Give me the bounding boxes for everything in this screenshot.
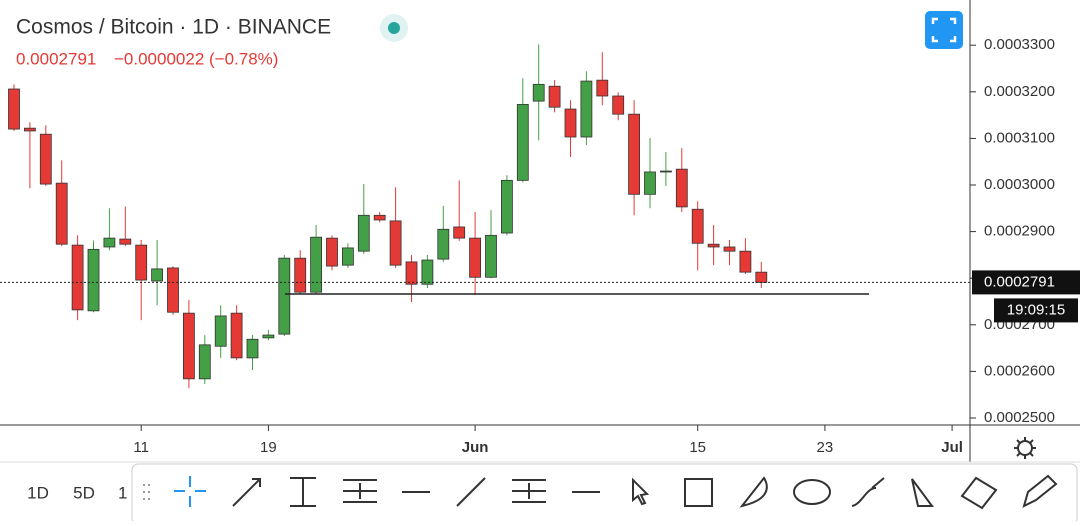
- candle-body: [564, 108, 577, 138]
- price-range-tool[interactable]: [290, 477, 316, 507]
- path-tool[interactable]: [911, 478, 934, 507]
- candle-body: [294, 257, 307, 293]
- drag-handle: [143, 484, 150, 500]
- candle-body: [532, 83, 545, 102]
- candle-body: [71, 244, 84, 311]
- brush-tool[interactable]: [851, 477, 885, 507]
- candle-body: [278, 257, 291, 335]
- triangle-tool[interactable]: [739, 476, 768, 508]
- candle-body: [23, 127, 36, 132]
- x-tick-label: 11: [133, 439, 149, 456]
- last-price: 0.0002791: [16, 49, 96, 68]
- trend-line-tool[interactable]: [456, 477, 486, 507]
- candle-body: [135, 244, 148, 281]
- candle-body: [516, 103, 529, 181]
- y-tick-label: 0.0003300: [984, 36, 1055, 53]
- candle-body: [739, 250, 752, 273]
- fullscreen-button[interactable]: [925, 11, 963, 49]
- symbol-title: Cosmos / Bitcoin · 1D · BINANCE: [16, 16, 331, 39]
- x-tick-label: 15: [689, 439, 706, 456]
- candle-body: [485, 234, 497, 278]
- interval-button[interactable]: 5D: [73, 483, 95, 502]
- cursor-tool[interactable]: [632, 477, 650, 506]
- candle-body: [580, 80, 593, 138]
- countdown: 19:09:15: [1007, 301, 1065, 318]
- candle-body: [87, 248, 100, 312]
- candle-body: [8, 88, 20, 130]
- interval-button[interactable]: 1: [118, 483, 127, 502]
- arrow-tool[interactable]: [232, 478, 261, 507]
- candle-body: [214, 315, 227, 347]
- x-tick-label: 19: [260, 439, 277, 456]
- candle-body: [723, 246, 736, 252]
- candle-body: [310, 236, 323, 293]
- price-change: −0.0000022 (−0.78%): [114, 49, 278, 68]
- y-tick-label: 0.0003100: [984, 129, 1055, 146]
- price-label: 0.0002791: [984, 273, 1055, 290]
- candle-body: [230, 312, 243, 359]
- candle-body: [151, 268, 164, 282]
- candle-body: [198, 344, 211, 380]
- candle-body: [596, 79, 609, 97]
- candle-body: [612, 95, 625, 115]
- candle-body: [548, 85, 561, 108]
- candle-body: [421, 259, 434, 285]
- drawing-toolbar: [131, 463, 1078, 525]
- candle-body: [500, 179, 513, 234]
- candle-body: [675, 168, 688, 208]
- candle-body: [103, 237, 116, 248]
- y-tick-label: 0.0003000: [984, 176, 1055, 193]
- y-tick-label: 0.0003200: [984, 83, 1055, 100]
- candle-body: [357, 214, 370, 252]
- settings-button[interactable]: [1014, 437, 1036, 459]
- fib-tool[interactable]: [343, 479, 377, 503]
- x-tick-label: Jun: [462, 439, 489, 456]
- countdown-bg: [994, 298, 1078, 323]
- price-labels: 0.0002791 19:09:15: [972, 270, 1080, 323]
- candle-body: [55, 182, 68, 245]
- pitchfork-tool[interactable]: [512, 479, 546, 503]
- candle-body: [119, 238, 132, 245]
- candle-body: [755, 271, 768, 283]
- pen-tool[interactable]: [1022, 474, 1058, 508]
- plot: 0.00025000.00026000.00027000.00028000.00…: [0, 36, 1055, 456]
- interval-button[interactable]: 1D: [27, 483, 49, 502]
- candle-body: [341, 247, 354, 266]
- candle-body: [326, 237, 338, 267]
- candle-body: [691, 208, 704, 244]
- candle-body: [262, 334, 275, 339]
- price-label-bg: [972, 270, 1080, 295]
- ellipse-tool[interactable]: [793, 479, 831, 505]
- candle-body: [389, 220, 402, 266]
- candle-body: [469, 237, 482, 278]
- candle-body: [453, 226, 466, 239]
- candle-body: [644, 171, 656, 195]
- gear-teeth[interactable]: [1014, 437, 1036, 459]
- candle-body: [373, 214, 386, 221]
- toolbar-panel: [131, 463, 1078, 525]
- candle-body: [660, 170, 672, 173]
- rectangle-tool[interactable]: [684, 478, 713, 507]
- candle-body: [628, 113, 640, 195]
- y-tick-label: 0.0002900: [984, 223, 1055, 240]
- candle-body: [167, 267, 179, 313]
- x-tick-label: 23: [817, 439, 834, 456]
- candle-body: [182, 312, 195, 380]
- y-tick-label: 0.0002600: [984, 362, 1055, 379]
- status-dot: [388, 22, 400, 34]
- candle-body: [246, 338, 259, 359]
- fullscreen-bg[interactable]: [925, 11, 963, 49]
- x-tick-label: Jul: [941, 439, 963, 456]
- candle-body: [707, 243, 720, 248]
- candle-body: [405, 261, 418, 285]
- y-tick-label: 0.0002500: [984, 409, 1055, 426]
- fullscreen-icon[interactable]: [931, 17, 957, 43]
- candle-body: [39, 133, 52, 185]
- crosshair-tool[interactable]: [174, 476, 206, 507]
- candle-body: [437, 228, 450, 260]
- polyline-tool[interactable]: [960, 476, 998, 510]
